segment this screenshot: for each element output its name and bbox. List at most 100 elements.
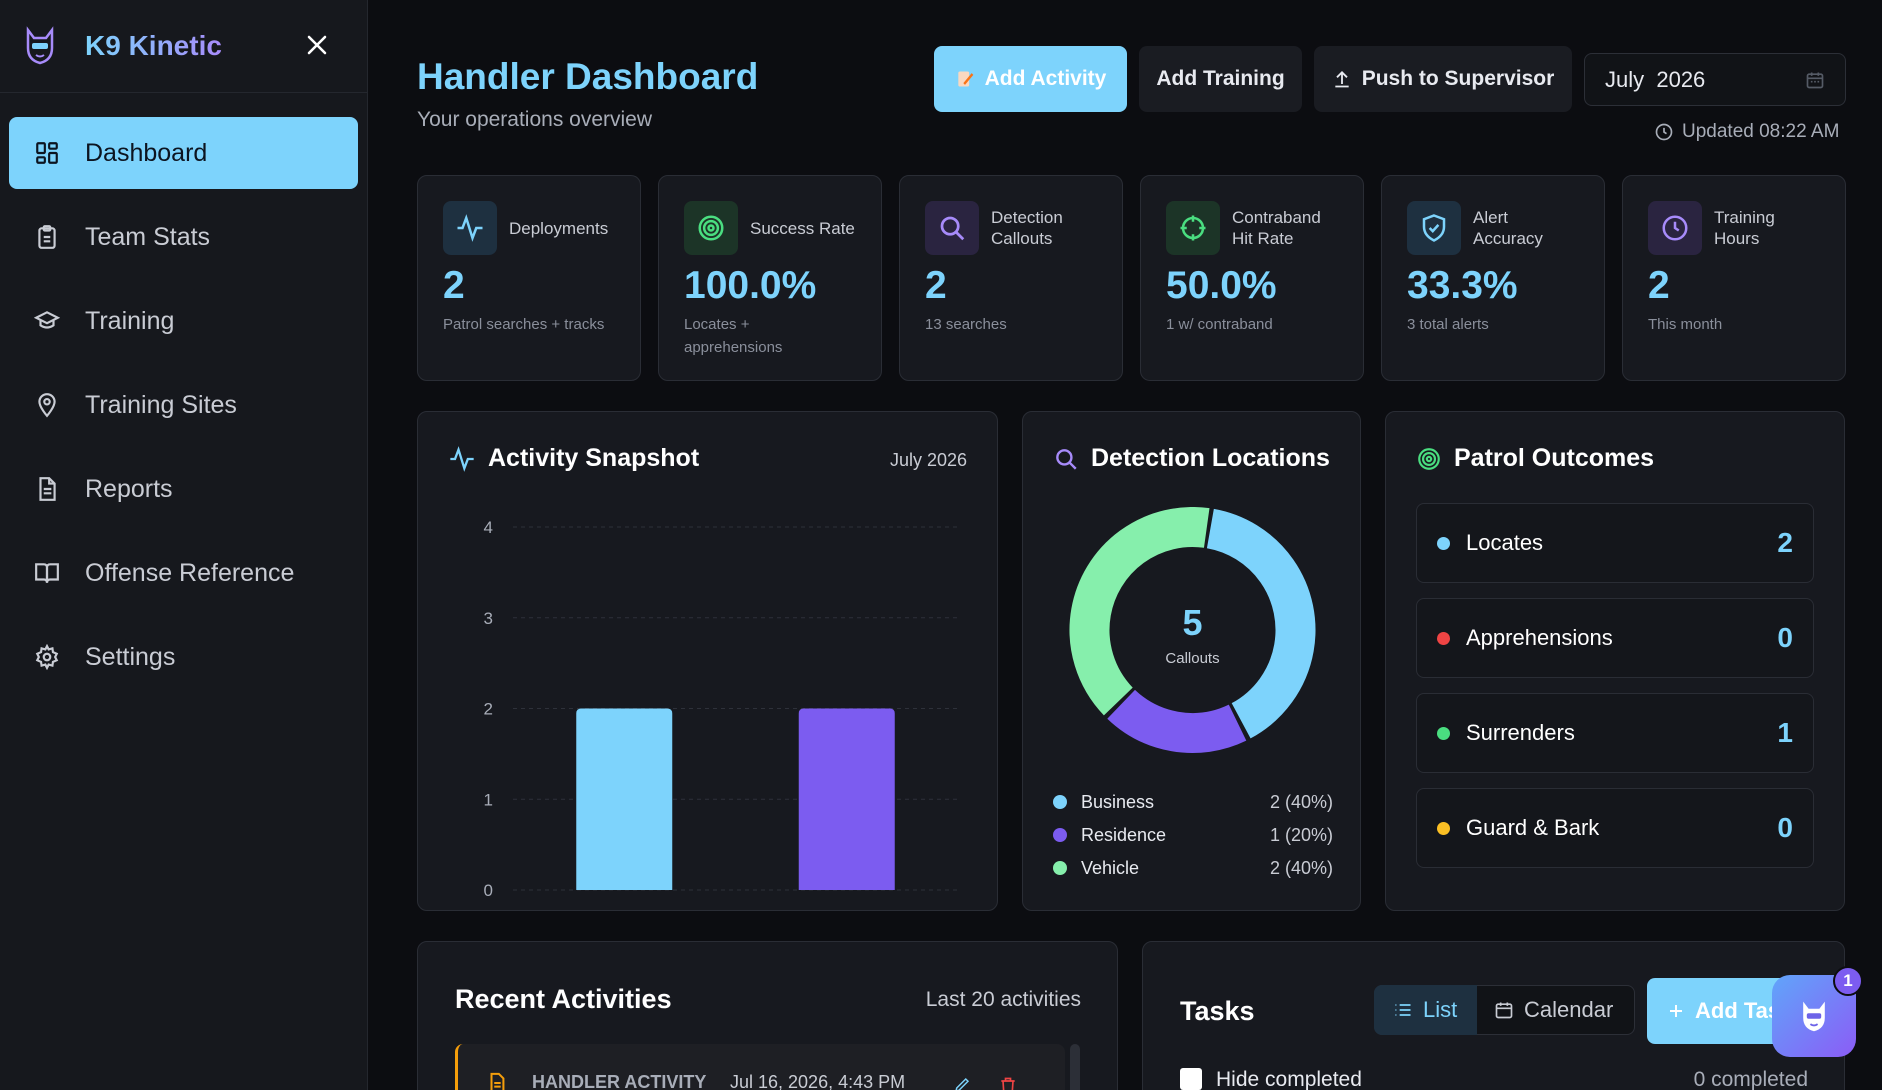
pencil-icon (955, 69, 975, 89)
detection-title-text: Detection Locations (1091, 444, 1330, 472)
sidebar-item-settings[interactable]: Settings (9, 621, 358, 693)
list-label: List (1423, 997, 1458, 1022)
stat-value: 2 (443, 264, 465, 307)
stat-card-training-hours: Training Hours 2 This month (1622, 175, 1846, 381)
detection-locations-panel: Detection Locations 5 Callouts Business … (1022, 411, 1361, 911)
sidebar-item-training[interactable]: Training (9, 285, 358, 357)
push-to-supervisor-button[interactable]: Push to Supervisor (1314, 46, 1572, 112)
legend-vehicle: Vehicle 2 (40%) (1053, 853, 1333, 883)
legend-dot (1053, 828, 1067, 842)
sidebar-item-dashboard[interactable]: Dashboard (9, 117, 358, 189)
stat-note: 13 searches (925, 316, 1007, 333)
stat-card-success-rate: Success Rate 100.0% Locates + apprehensi… (658, 175, 882, 381)
legend-value: 2 (40%) (1269, 857, 1333, 878)
stat-card-deployments: Deployments 2 Patrol searches + tracks (417, 175, 641, 381)
activity-time: Jul 16, 2026, 4:43 PM (730, 1072, 906, 1090)
legend-value: 1 (20%) (1269, 824, 1333, 845)
delete-icon[interactable] (998, 1076, 1018, 1090)
activity-snapshot-title: Activity Snapshot (448, 444, 699, 473)
calendar-view-button[interactable]: Calendar (1494, 985, 1635, 1035)
add-training-button[interactable]: Add Training (1139, 46, 1302, 112)
stat-value: 50.0% (1166, 264, 1277, 307)
sidebar-item-label: Training Sites (85, 390, 237, 419)
pulse-icon (448, 445, 476, 473)
stat-card-contraband-hit-rate: Contraband Hit Rate 50.0% 1 w/ contraban… (1140, 175, 1364, 381)
sidebar-item-offense-reference[interactable]: Offense Reference (9, 537, 358, 609)
outcome-dot (1437, 726, 1450, 740)
activity-item[interactable]: HANDLER ACTIVITY Jul 16, 2026, 4:43 PM (455, 1044, 1065, 1090)
outcome-locates: Locates 2 (1416, 503, 1814, 583)
y-tick-label: 0 (484, 881, 493, 900)
brand-name: K9 Kinetic (85, 30, 222, 61)
stat-label: Success Rate (750, 219, 855, 238)
add-activity-button[interactable]: Add Activity (934, 46, 1127, 112)
add-training-label: Add Training (1156, 67, 1285, 90)
push-to-supervisor-label: Push to Supervisor (1361, 67, 1555, 90)
outcome-surrenders: Surrenders 1 (1416, 693, 1814, 773)
outcome-label: Guard & Bark (1466, 815, 1600, 840)
target-icon (1416, 446, 1442, 472)
y-tick-label: 2 (484, 700, 493, 719)
gear-icon (33, 643, 61, 671)
x-tick-label: Detections (804, 901, 889, 902)
donut-segment-residence (1069, 507, 1316, 753)
list-view-button[interactable]: List (1374, 985, 1477, 1035)
outcome-label: Locates (1466, 530, 1544, 555)
month-picker[interactable]: July 2026 (1584, 53, 1846, 106)
y-tick-label: 4 (484, 518, 493, 537)
legend-business: Business 2 (40%) (1053, 787, 1333, 817)
hide-completed-checkbox[interactable] (1180, 1068, 1202, 1090)
page-subtitle: Your operations overview (417, 108, 653, 131)
document-icon (486, 1072, 508, 1090)
graduation-cap-icon (33, 307, 61, 335)
sidebar-item-team-stats[interactable]: Team Stats (9, 201, 358, 273)
sidebar-item-label: Training (85, 306, 175, 335)
donut-total: 5 (1182, 602, 1203, 643)
stat-note: Locates + apprehensions (684, 316, 783, 356)
month-value: July 2026 (1605, 66, 1706, 92)
close-sidebar-icon[interactable] (302, 30, 332, 60)
detection-donut-chart (1069, 507, 1316, 753)
sidebar-item-label: Reports (85, 474, 173, 503)
stat-note: Patrol searches + tracks (443, 316, 605, 333)
stat-label: Alert Accuracy (1473, 208, 1543, 248)
sidebar-item-training-sites[interactable]: Training Sites (9, 369, 358, 441)
stat-value: 33.3% (1407, 264, 1518, 307)
stat-label: Contraband Hit Rate (1232, 208, 1321, 248)
outcome-value: 2 (1777, 527, 1793, 558)
outcome-value: 1 (1777, 717, 1793, 748)
stat-value: 2 (1648, 264, 1670, 307)
legend-value: 2 (40%) (1269, 791, 1333, 812)
y-tick-label: 3 (484, 609, 493, 628)
search-icon (1053, 446, 1079, 472)
sidebar-item-label: Settings (85, 642, 176, 671)
list-icon (1393, 1000, 1413, 1020)
page-title: Handler Dashboard (417, 56, 759, 97)
outcome-value: 0 (1777, 622, 1793, 653)
legend-residence: Residence 1 (20%) (1053, 820, 1333, 850)
legend-label: Residence (1081, 824, 1167, 845)
dog-logo-icon (1798, 998, 1830, 1034)
pulse-icon (443, 201, 497, 255)
scrollbar[interactable] (1070, 1044, 1080, 1090)
edit-icon[interactable] (953, 1076, 971, 1090)
calendar-label: Calendar (1524, 997, 1614, 1022)
search-icon (925, 201, 979, 255)
patrol-title-text: Patrol Outcomes (1454, 444, 1655, 472)
grid-icon (33, 139, 61, 167)
sidebar-item-reports[interactable]: Reports (9, 453, 358, 525)
stat-value: 100.0% (684, 264, 817, 307)
sidebar-item-label: Dashboard (85, 138, 208, 167)
outcome-guard-bark: Guard & Bark 0 (1416, 788, 1814, 868)
donut-total-label: Callouts (1165, 650, 1220, 667)
map-pin-icon (33, 391, 61, 419)
stat-note: 3 total alerts (1407, 316, 1489, 333)
stat-note: 1 w/ contraband (1166, 316, 1273, 333)
patrol-outcomes-title: Patrol Outcomes (1416, 444, 1654, 473)
recent-activities-meta: Last 20 activities (925, 988, 1081, 1011)
brand-header: K9 Kinetic (0, 0, 367, 93)
outcome-label: Surrenders (1466, 720, 1575, 745)
add-activity-label: Add Activity (984, 67, 1107, 90)
activity-snapshot-panel: Activity Snapshot July 2026 0 1 2 3 4 Patrol D… (417, 411, 998, 911)
target-icon (684, 201, 738, 255)
